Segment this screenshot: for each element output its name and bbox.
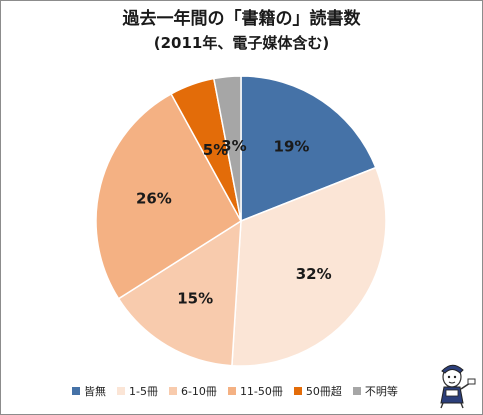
legend-item-4: 11-50冊 [227, 383, 283, 399]
chart-subtitle: (2011年、電子媒体含む) [153, 34, 330, 52]
legend-swatch [117, 387, 125, 395]
pie-data-label-4: 26% [136, 190, 172, 208]
legend-label: 50冊超 [305, 385, 342, 398]
pie-slice-2 [231, 166, 387, 367]
legend-label: 1-5冊 [129, 385, 158, 398]
pie-data-labels: 19% 32% 15% 26% 5%3% [136, 137, 332, 308]
pie-slice-6 [212, 75, 242, 222]
pie-data-label-3: 15% [177, 289, 213, 307]
chart-title: 過去一年間の「書籍の」読書数 [122, 9, 361, 29]
pie-slice-4 [95, 92, 242, 300]
pie-data-label-2: 32% [296, 265, 332, 283]
pie-data-label-6: 3% [221, 137, 246, 155]
legend-item-3: 6-10冊 [168, 383, 217, 399]
legend-label: 皆無 [84, 385, 106, 398]
legend-swatch [352, 387, 361, 395]
legend-item-2: 1-5冊 [117, 383, 158, 399]
legend-swatch [227, 387, 236, 395]
legend-item-5: 50冊超 [293, 383, 342, 399]
legend-swatch [72, 387, 80, 395]
legend-label: 不明等 [364, 385, 398, 398]
pie-data-label-5: 5% [203, 141, 228, 159]
legend-swatch [293, 387, 302, 395]
pie-slices [95, 75, 387, 367]
pie-data-label-1: 19% [274, 138, 310, 156]
mascot-illustration-icon [440, 364, 476, 409]
chart-title-block: 過去一年間の「書籍の」読書数 (2011年、電子媒体含む) [1, 7, 482, 55]
legend-label: 11-50冊 [239, 385, 283, 398]
pie-slice-3 [117, 219, 242, 367]
legend-label: 6-10冊 [180, 385, 217, 398]
legend-item-6: 不明等 [352, 383, 398, 399]
legend-item-1: 皆無 [72, 383, 106, 399]
pie-slice-1 [240, 75, 377, 223]
legend-swatch [168, 387, 177, 395]
legend: 皆無 1-5冊 6-10冊 11-50冊 50冊超 不明等 [72, 383, 398, 399]
